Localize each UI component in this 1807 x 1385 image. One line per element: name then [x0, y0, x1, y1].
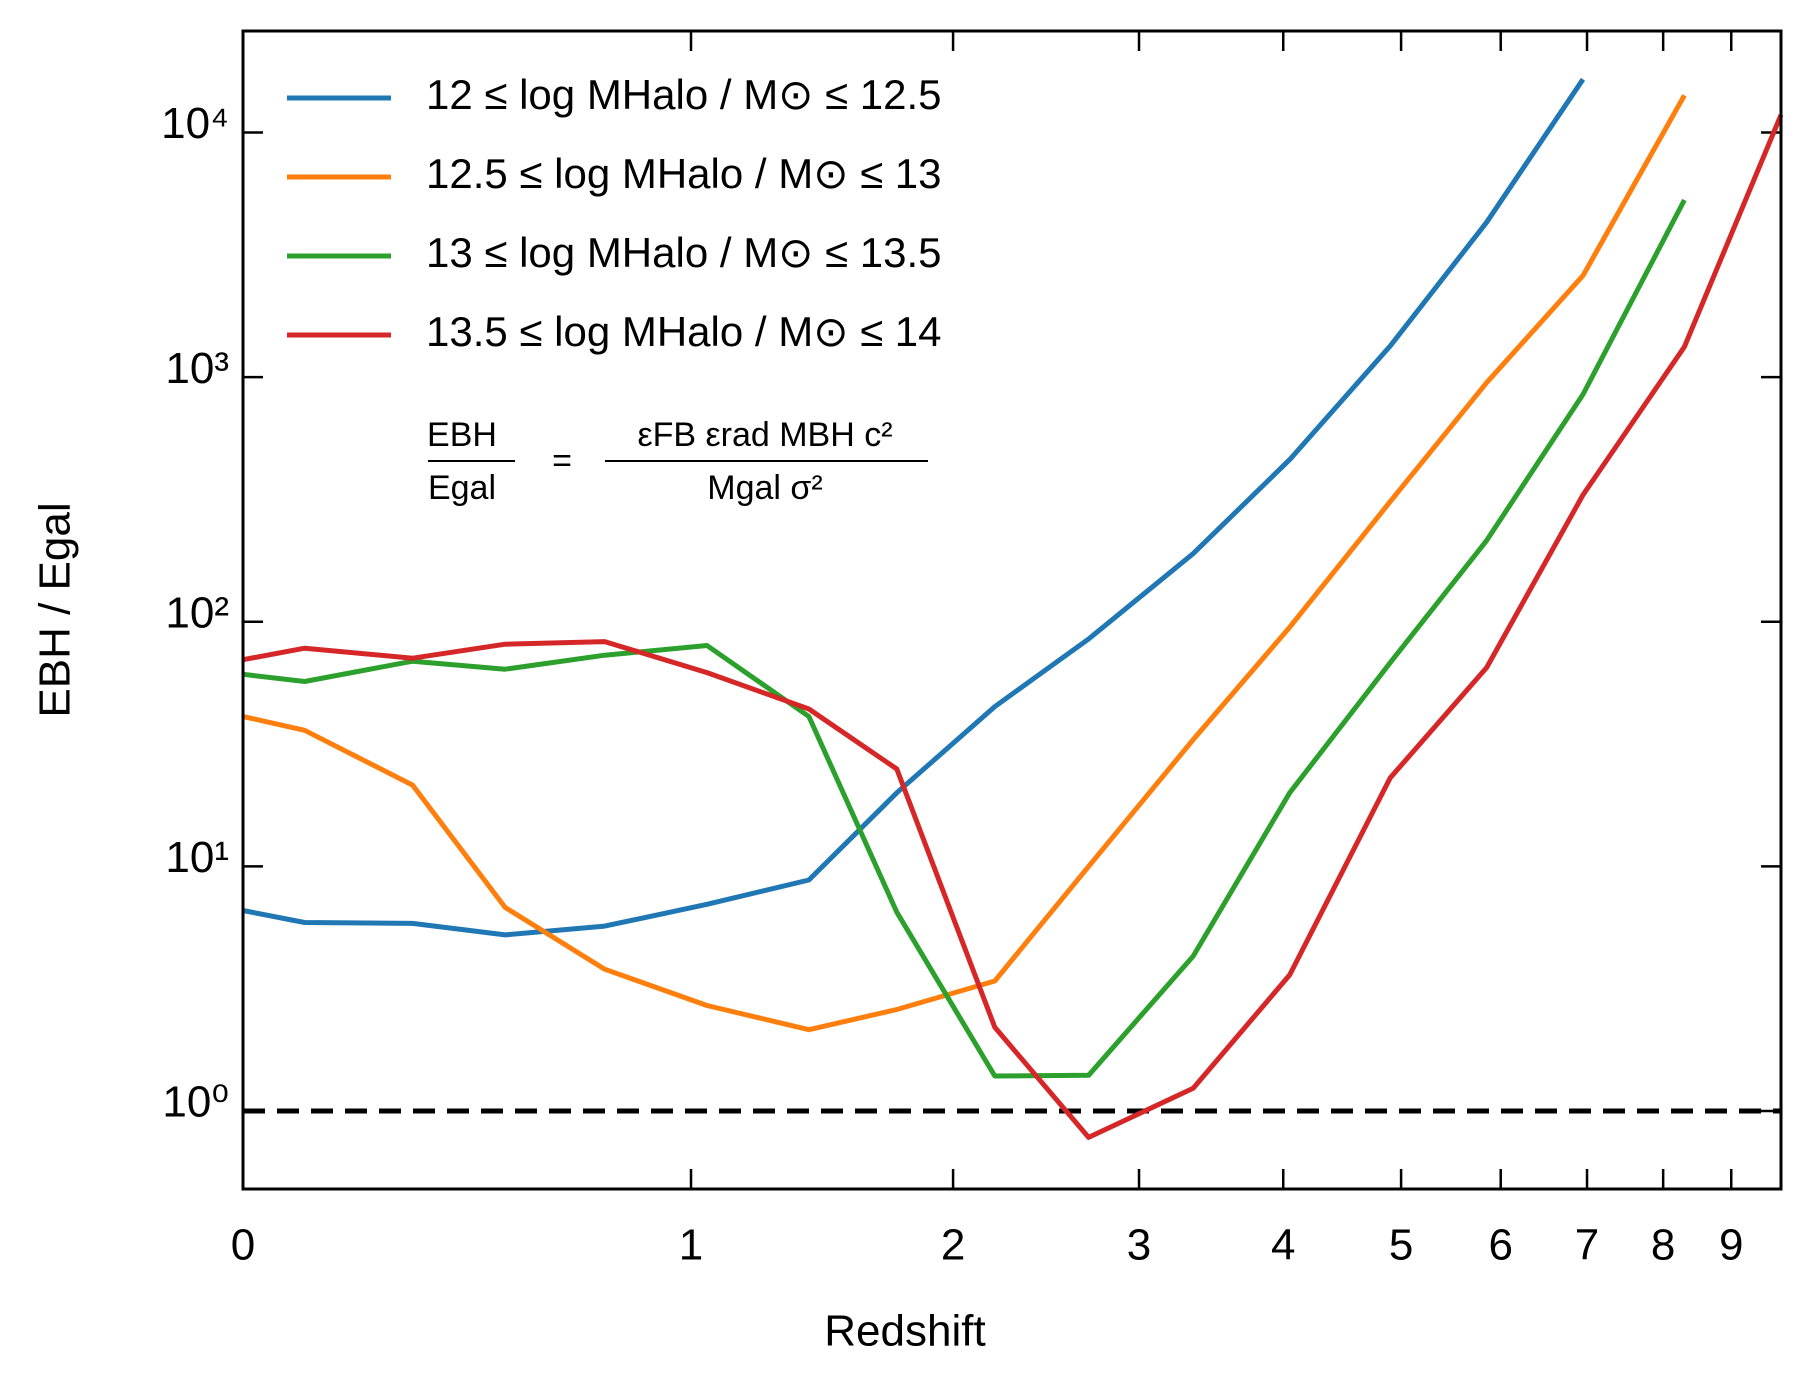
y-tick-label: 10⁰ — [162, 1078, 229, 1127]
x-tick-label: 3 — [1127, 1221, 1151, 1270]
x-tick-label: 0 — [231, 1221, 255, 1270]
annotation-text: εFB εrad MBH c² — [637, 416, 892, 454]
y-tick-label: 10⁴ — [161, 99, 229, 148]
annotation-text: Mgal σ² — [707, 469, 822, 507]
x-tick-label: 1 — [679, 1221, 703, 1270]
y-tick-label: 10³ — [165, 344, 229, 393]
annotation-text: EBH — [427, 416, 497, 454]
x-tick-label: 4 — [1271, 1221, 1295, 1270]
legend-label: 12.5 ≤ log MHalo / M⊙ ≤ 13 — [426, 150, 942, 197]
annotation-text: = — [552, 442, 572, 480]
y-tick-label: 10¹ — [165, 833, 229, 882]
plot-frame — [241, 29, 1783, 1191]
x-axis-label: Redshift — [824, 1307, 985, 1356]
legend-label: 13.5 ≤ log MHalo / M⊙ ≤ 14 — [426, 308, 942, 355]
y-axis-label: EBH / Egal — [31, 502, 80, 717]
series-line — [242, 113, 1784, 1140]
x-tick-label: 8 — [1651, 1221, 1675, 1270]
x-tick-label: 2 — [941, 1221, 965, 1270]
series-line — [242, 77, 1586, 938]
x-tick-label: 6 — [1488, 1221, 1512, 1270]
annotation-text: Egal — [428, 469, 496, 507]
legend-label: 12 ≤ log MHalo / M⊙ ≤ 12.5 — [426, 71, 942, 118]
x-tick-label: 7 — [1575, 1221, 1599, 1270]
series-line — [242, 198, 1687, 1079]
x-tick-label: 5 — [1389, 1221, 1413, 1270]
x-tick-label: 9 — [1719, 1221, 1743, 1270]
legend-label: 13 ≤ log MHalo / M⊙ ≤ 13.5 — [426, 229, 942, 276]
y-tick-label: 10² — [165, 588, 229, 637]
